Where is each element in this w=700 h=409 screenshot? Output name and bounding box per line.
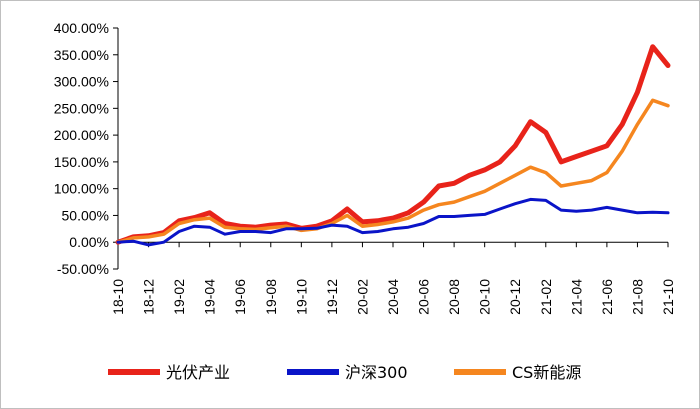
y-tick-label: 300.00% [54, 74, 109, 90]
y-tick-label: 350.00% [54, 47, 109, 63]
y-tick-label: 400.00% [54, 20, 109, 36]
y-tick-label: 50.00% [62, 207, 109, 223]
series-line-光伏产业 [115, 44, 671, 245]
legend: 光伏产业 沪深300 CS新能源 [108, 363, 581, 382]
y-tick-label: 200.00% [54, 127, 109, 143]
y-axis: 400.00% 350.00% 300.00% 250.00% 200.00% 150.0… [54, 20, 119, 277]
x-tick-label: 21-08 [629, 279, 645, 315]
x-tick-label: 20-04 [385, 279, 401, 315]
x-tick-label: 18-10 [110, 279, 126, 315]
x-tick-label: 19-02 [171, 279, 187, 315]
x-tick-label: 19-10 [293, 279, 309, 315]
x-tick-label: 20-02 [354, 279, 370, 315]
x-tick-label: 21-10 [660, 279, 676, 315]
x-tick-label: 20-10 [477, 279, 493, 315]
legend-label-沪深300: 沪深300 [345, 363, 408, 382]
x-axis: 18-10 18-12 19-02 19-04 19-06 19-08 19-10 19-12… [110, 241, 676, 315]
x-tick-label: 19-12 [324, 279, 340, 315]
x-tick-label: 20-06 [416, 279, 432, 315]
y-tick-label: 150.00% [54, 154, 109, 170]
series-line-CS新能源 [116, 98, 670, 244]
y-tick-label: -50.00% [57, 261, 109, 277]
y-tick-label: 250.00% [54, 100, 109, 116]
x-tick-label: 18-12 [141, 279, 157, 315]
y-tick-label: 100.00% [54, 181, 109, 197]
x-tick-label: 19-06 [232, 279, 248, 315]
x-tick-label: 19-04 [202, 279, 218, 315]
series-lines [115, 44, 671, 247]
x-tick-label: 21-06 [599, 279, 615, 315]
x-tick-label: 20-08 [446, 279, 462, 315]
legend-label-光伏产业: 光伏产业 [166, 363, 230, 382]
legend-label-CS新能源: CS新能源 [512, 363, 581, 382]
y-tick-label: 0.00% [69, 234, 109, 250]
series-line-沪深300 [116, 197, 670, 247]
x-tick-label: 20-12 [507, 279, 523, 315]
x-tick-label: 21-04 [568, 279, 584, 315]
x-tick-label: 21-02 [538, 279, 554, 315]
x-tick-label: 19-08 [263, 279, 279, 315]
